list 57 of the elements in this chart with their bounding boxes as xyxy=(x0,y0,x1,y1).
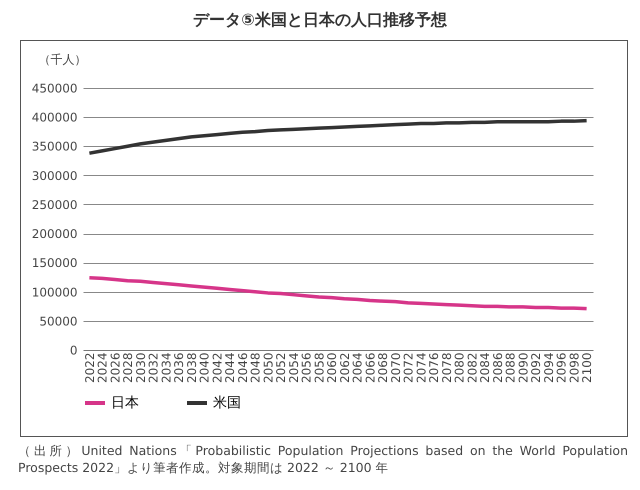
x-tick-label: 2068 xyxy=(376,352,390,384)
x-tick-label: 2094 xyxy=(542,352,556,384)
x-tick-label: 2092 xyxy=(529,352,544,384)
x-tick-label: 2082 xyxy=(465,352,480,384)
x-tick-label: 2064 xyxy=(350,352,365,384)
legend-label: 日本 xyxy=(111,395,139,411)
x-tick-label: 2024 xyxy=(96,352,110,384)
x-tick-label: 2038 xyxy=(184,352,199,384)
x-tick-label: 2026 xyxy=(108,352,122,384)
x-tick-label: 2022 xyxy=(82,352,97,384)
x-tick-label: 2042 xyxy=(210,352,224,384)
x-tick-label: 2034 xyxy=(159,352,174,384)
line-series xyxy=(88,118,588,155)
y-tick-label: 300000 xyxy=(32,168,78,183)
x-tick-label: 2076 xyxy=(427,352,442,384)
x-tick-label: 2054 xyxy=(286,352,301,384)
x-tick-label: 2096 xyxy=(554,352,569,384)
x-tick-label: 2046 xyxy=(236,352,250,384)
x-tick-label: 2048 xyxy=(248,352,263,384)
y-tick-label: 450000 xyxy=(32,82,78,96)
y-axis-title: （千人） xyxy=(38,52,86,66)
x-tick-label: 2062 xyxy=(338,352,352,384)
x-tick-label: 2090 xyxy=(516,352,530,384)
x-tick-label: 2086 xyxy=(490,352,505,384)
line-series xyxy=(88,276,588,310)
x-tick-label: 2030 xyxy=(134,352,148,384)
x-tick-label: 2050 xyxy=(261,352,276,384)
x-tick-label: 2088 xyxy=(504,352,518,384)
x-tick-label: 2080 xyxy=(452,352,467,384)
x-tick-label: 2036 xyxy=(172,352,186,384)
x-tick-label: 2070 xyxy=(388,352,403,384)
text: （出所）United Nations「Probabilistic Population Projections based on the World Population Prospects 2022」より筆者作成。対象期間は 2022 ～ 2100 年 xyxy=(18,443,628,477)
x-tick-label: 2052 xyxy=(274,352,288,384)
x-tick-label: 2028 xyxy=(121,352,136,384)
x-tick-label: 2040 xyxy=(198,352,212,384)
x-tick-label: 2074 xyxy=(414,352,428,384)
y-tick-label: 400000 xyxy=(32,110,78,125)
x-tick-label: 2060 xyxy=(325,352,340,384)
y-tick-label: 250000 xyxy=(32,198,78,212)
x-tick-label: 2098 xyxy=(567,352,582,384)
y-tick-label: 350000 xyxy=(32,140,78,154)
y-tick-label: 100000 xyxy=(32,285,78,300)
x-tick-label: 2084 xyxy=(478,352,492,384)
x-tick-label: 2056 xyxy=(300,352,314,384)
y-tick-label: 50000 xyxy=(39,314,78,328)
y-tick-label: 150000 xyxy=(32,256,78,270)
x-tick-label: 2032 xyxy=(146,352,161,384)
y-tick-label: 200000 xyxy=(32,227,78,242)
x-tick-label: 2078 xyxy=(440,352,454,384)
x-tick-label: 2066 xyxy=(363,352,378,384)
chart-title: データ⑤米国と日本の人口推移予想 xyxy=(192,9,448,31)
x-tick-label: 2044 xyxy=(223,352,238,384)
legend-label: 米国 xyxy=(213,395,241,411)
y-tick-label: 0 xyxy=(70,344,78,358)
x-tick-label: 2058 xyxy=(312,352,326,384)
x-tick-label: 2100 xyxy=(580,352,594,384)
x-tick-label: 2072 xyxy=(402,352,416,384)
